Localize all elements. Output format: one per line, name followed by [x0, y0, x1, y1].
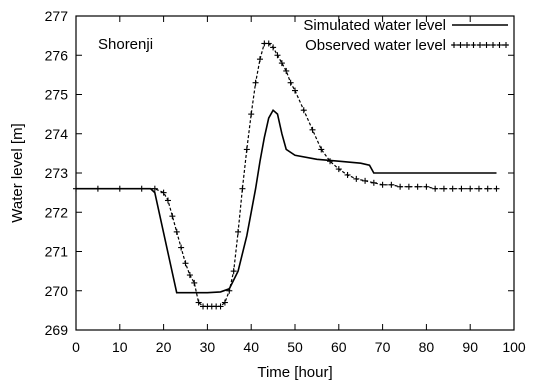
- data-point-observed: [195, 299, 202, 306]
- data-point-observed: [248, 111, 255, 118]
- y-tick-label: 270: [45, 283, 69, 299]
- x-tick-label: 90: [462, 339, 478, 355]
- data-point-observed: [353, 175, 360, 182]
- data-point-observed: [217, 303, 224, 310]
- data-point-observed: [458, 185, 465, 192]
- data-point-observed: [414, 183, 421, 190]
- x-tick-label: 10: [112, 339, 128, 355]
- annotation-label: Shorenji: [98, 36, 153, 53]
- data-point-observed: [405, 183, 412, 190]
- series-line-simulated: [76, 108, 497, 294]
- data-point-observed: [423, 183, 430, 190]
- x-tick-label: 0: [72, 339, 80, 355]
- series-group: [73, 40, 500, 310]
- axis-ticks: 0 10 20 30 40 50 60 70 80 90 100 269 270 271 272 273 274…: [45, 8, 526, 355]
- y-tick-label: 273: [45, 165, 69, 181]
- data-point-observed: [327, 158, 334, 165]
- data-point-observed: [388, 181, 395, 188]
- data-point-observed: [362, 177, 369, 184]
- legend-swatch-observed: [451, 42, 509, 48]
- x-tick-label: 100: [502, 339, 526, 355]
- data-point-observed: [397, 183, 404, 190]
- data-point-observed: [73, 185, 79, 192]
- data-point-observed: [243, 146, 250, 153]
- data-point-observed: [191, 279, 198, 286]
- y-tick-label: 272: [45, 204, 69, 220]
- data-point-observed: [467, 185, 474, 192]
- data-point-observed: [344, 171, 351, 178]
- data-point-observed: [484, 185, 491, 192]
- data-point-observed: [252, 79, 259, 86]
- data-point-observed: [138, 185, 145, 192]
- y-tick-label: 274: [45, 126, 69, 142]
- data-point-observed: [160, 189, 167, 196]
- legend-label-observed: Observed water level: [305, 37, 446, 54]
- data-point-observed: [239, 185, 246, 192]
- data-point-observed: [449, 185, 456, 192]
- x-tick-label: 40: [243, 339, 259, 355]
- x-tick-label: 50: [287, 339, 303, 355]
- data-point-observed: [169, 213, 176, 220]
- data-point-observed: [335, 166, 342, 173]
- x-axis-label: Time [hour]: [257, 364, 332, 381]
- data-point-observed: [265, 40, 272, 47]
- data-point-observed: [186, 272, 193, 279]
- data-point-observed: [116, 185, 123, 192]
- legend-label-simulated: Simulated water level: [303, 17, 446, 34]
- x-tick-label: 60: [331, 339, 347, 355]
- data-point-observed: [318, 146, 325, 153]
- data-point-observed: [309, 126, 316, 133]
- data-point-observed: [230, 268, 237, 275]
- data-point-observed: [283, 67, 290, 74]
- data-point-observed: [94, 185, 101, 192]
- x-tick-label: 30: [200, 339, 216, 355]
- data-point-observed: [270, 44, 277, 51]
- data-point-observed: [440, 185, 447, 192]
- data-point-observed: [235, 228, 242, 235]
- data-point-observed: [182, 260, 189, 267]
- data-point-observed: [151, 185, 158, 192]
- data-point-observed: [493, 185, 500, 192]
- y-tick-label: 276: [45, 47, 69, 63]
- data-point-observed: [221, 299, 228, 306]
- data-point-observed: [173, 228, 180, 235]
- data-point-observed: [178, 244, 185, 251]
- y-tick-label: 269: [45, 322, 69, 338]
- data-point-observed: [475, 185, 482, 192]
- y-tick-label: 277: [45, 8, 69, 24]
- data-point-observed: [300, 107, 307, 114]
- data-point-observed: [292, 87, 298, 94]
- data-point-observed: [226, 287, 233, 294]
- y-axis-label: Water level [m]: [9, 123, 26, 222]
- data-point-observed: [256, 56, 263, 63]
- legend: Simulated water level Observed water lev…: [303, 17, 509, 54]
- data-point-observed: [370, 179, 377, 186]
- data-point-observed: [278, 60, 285, 67]
- x-tick-label: 20: [156, 339, 172, 355]
- data-point-observed: [164, 197, 171, 204]
- x-tick-label: 80: [419, 339, 435, 355]
- data-point-observed: [379, 181, 386, 188]
- x-tick-label: 70: [375, 339, 391, 355]
- data-point-observed: [432, 185, 439, 192]
- y-tick-label: 271: [45, 244, 69, 260]
- y-tick-label: 275: [45, 87, 69, 103]
- series-line-observed: [76, 42, 497, 307]
- data-point-observed: [287, 79, 294, 86]
- data-point-observed: [274, 52, 281, 59]
